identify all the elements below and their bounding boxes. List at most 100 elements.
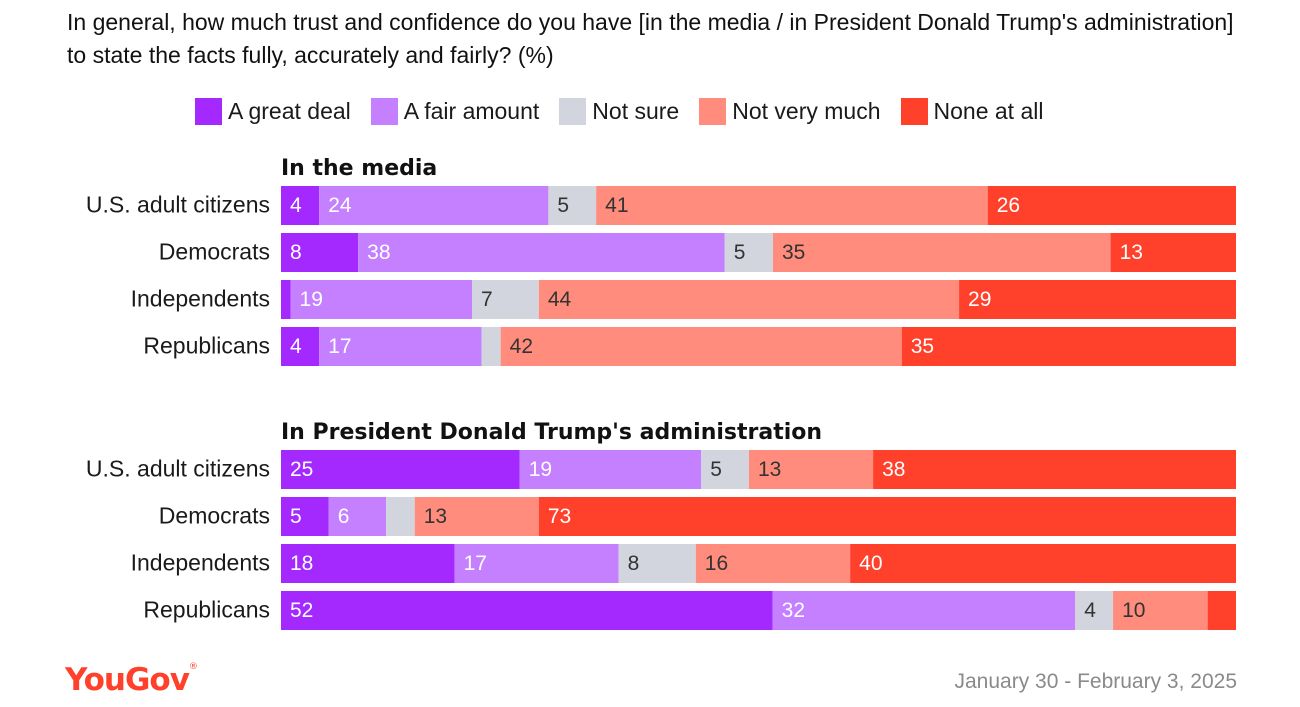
- panel-heading: In the media: [281, 156, 437, 181]
- category-label: U.S. adult citizens: [86, 456, 270, 482]
- data-label: 5: [710, 458, 722, 481]
- data-label: 32: [782, 599, 805, 622]
- data-label: 16: [705, 552, 728, 575]
- data-label: 5: [734, 241, 746, 264]
- legend: A great deal A fair amount Not sure Not …: [195, 94, 1043, 128]
- bar-segment: [281, 497, 329, 536]
- data-label: 8: [628, 552, 640, 575]
- legend-item-fair-amount: A fair amount: [370, 97, 540, 125]
- legend-item-not-sure: Not sure: [559, 97, 680, 125]
- bar-segment: [701, 450, 749, 489]
- bar-segment: [596, 186, 988, 225]
- data-label: 8: [290, 241, 302, 264]
- data-label: 18: [290, 552, 313, 575]
- data-label: 19: [529, 458, 552, 481]
- category-label: U.S. adult citizens: [86, 192, 270, 218]
- bar-segment: [281, 233, 359, 272]
- bar-segment: [472, 280, 539, 319]
- data-label: 25: [290, 458, 313, 481]
- bar-segment: [1113, 591, 1208, 630]
- brand-name: YouGov: [65, 662, 190, 698]
- data-label: 5: [290, 505, 302, 528]
- bar-segment: [319, 186, 549, 225]
- bar-segment: [328, 497, 387, 536]
- data-label: 10: [1122, 599, 1145, 622]
- bar-segment: [481, 327, 501, 366]
- bar-segment: [414, 497, 539, 536]
- bar-segment: [319, 327, 482, 366]
- data-label: 52: [290, 599, 313, 622]
- bar-segment: [618, 544, 696, 583]
- bar-segment: [748, 450, 874, 489]
- bar-segment: [959, 280, 1236, 319]
- bar-segment: [454, 544, 619, 583]
- bar-segment: [724, 233, 773, 272]
- legend-label: A great deal: [228, 97, 351, 124]
- legend-swatch: [370, 97, 398, 125]
- data-label: 38: [882, 458, 905, 481]
- data-label: 4: [290, 194, 302, 217]
- panel-heading: In President Donald Trump's administrati…: [281, 420, 822, 445]
- data-label: 4: [1084, 599, 1096, 622]
- bar-segment: [873, 450, 1236, 489]
- legend-item-none-at-all: None at all: [900, 97, 1044, 125]
- data-label: 26: [997, 194, 1020, 217]
- bar-segment: [281, 186, 320, 225]
- category-label: Independents: [131, 286, 270, 312]
- data-label: 35: [911, 335, 934, 358]
- legend-label: A fair amount: [403, 97, 540, 124]
- bar-segment: [850, 544, 1236, 583]
- data-label: 35: [782, 241, 805, 264]
- data-label: 38: [367, 241, 390, 264]
- legend-swatch: [559, 97, 587, 125]
- chart-title: In general, how much trust and confidenc…: [67, 9, 1234, 68]
- yougov-logo: YouGov®: [65, 662, 198, 698]
- bar-segment: [772, 233, 1111, 272]
- legend-swatch: [195, 97, 222, 125]
- data-label: 5: [557, 194, 569, 217]
- data-label: 13: [1120, 241, 1143, 264]
- data-label: 4: [290, 335, 302, 358]
- data-label: 73: [548, 505, 571, 528]
- legend-item-great-deal: A great deal: [195, 97, 351, 125]
- bar-segment: [548, 186, 597, 225]
- data-label: 17: [328, 335, 351, 358]
- bar-segment: [500, 327, 902, 366]
- bar-segment: [358, 233, 725, 272]
- data-label: 7: [481, 288, 493, 311]
- data-label: 19: [300, 288, 323, 311]
- bar-segment: [538, 497, 1236, 536]
- date-range: January 30 - February 3, 2025: [954, 670, 1238, 693]
- data-label: 24: [328, 194, 352, 217]
- data-label: 13: [758, 458, 781, 481]
- legend-item-not-very-much: Not very much: [699, 97, 881, 125]
- data-label: 40: [859, 552, 882, 575]
- legend-label: Not sure: [592, 97, 680, 124]
- legend-label: None at all: [933, 97, 1044, 124]
- data-label: 17: [464, 552, 487, 575]
- bar-segment: [281, 544, 455, 583]
- data-label: 42: [510, 335, 533, 358]
- category-label: Democrats: [159, 239, 270, 265]
- category-label: Republicans: [143, 333, 270, 359]
- category-label: Independents: [131, 550, 270, 576]
- legend-swatch: [900, 97, 928, 125]
- bar-segment: [901, 327, 1236, 366]
- data-label: 13: [424, 505, 447, 528]
- category-label: Republicans: [143, 597, 270, 623]
- bar-segment: [281, 327, 320, 366]
- bar-segment: [290, 280, 472, 319]
- legend-swatch: [699, 97, 727, 125]
- bar-segment: [772, 591, 1076, 630]
- bar-segment: [519, 450, 702, 489]
- bar-segment: [1110, 233, 1236, 272]
- data-label: 44: [548, 288, 572, 311]
- data-label: 29: [968, 288, 991, 311]
- bar-segment: [281, 280, 291, 319]
- legend-label: Not very much: [732, 97, 881, 124]
- category-label: Democrats: [159, 503, 270, 529]
- bar-segment: [1207, 591, 1236, 630]
- data-label: 41: [605, 194, 628, 217]
- registered-mark: ®: [188, 662, 198, 672]
